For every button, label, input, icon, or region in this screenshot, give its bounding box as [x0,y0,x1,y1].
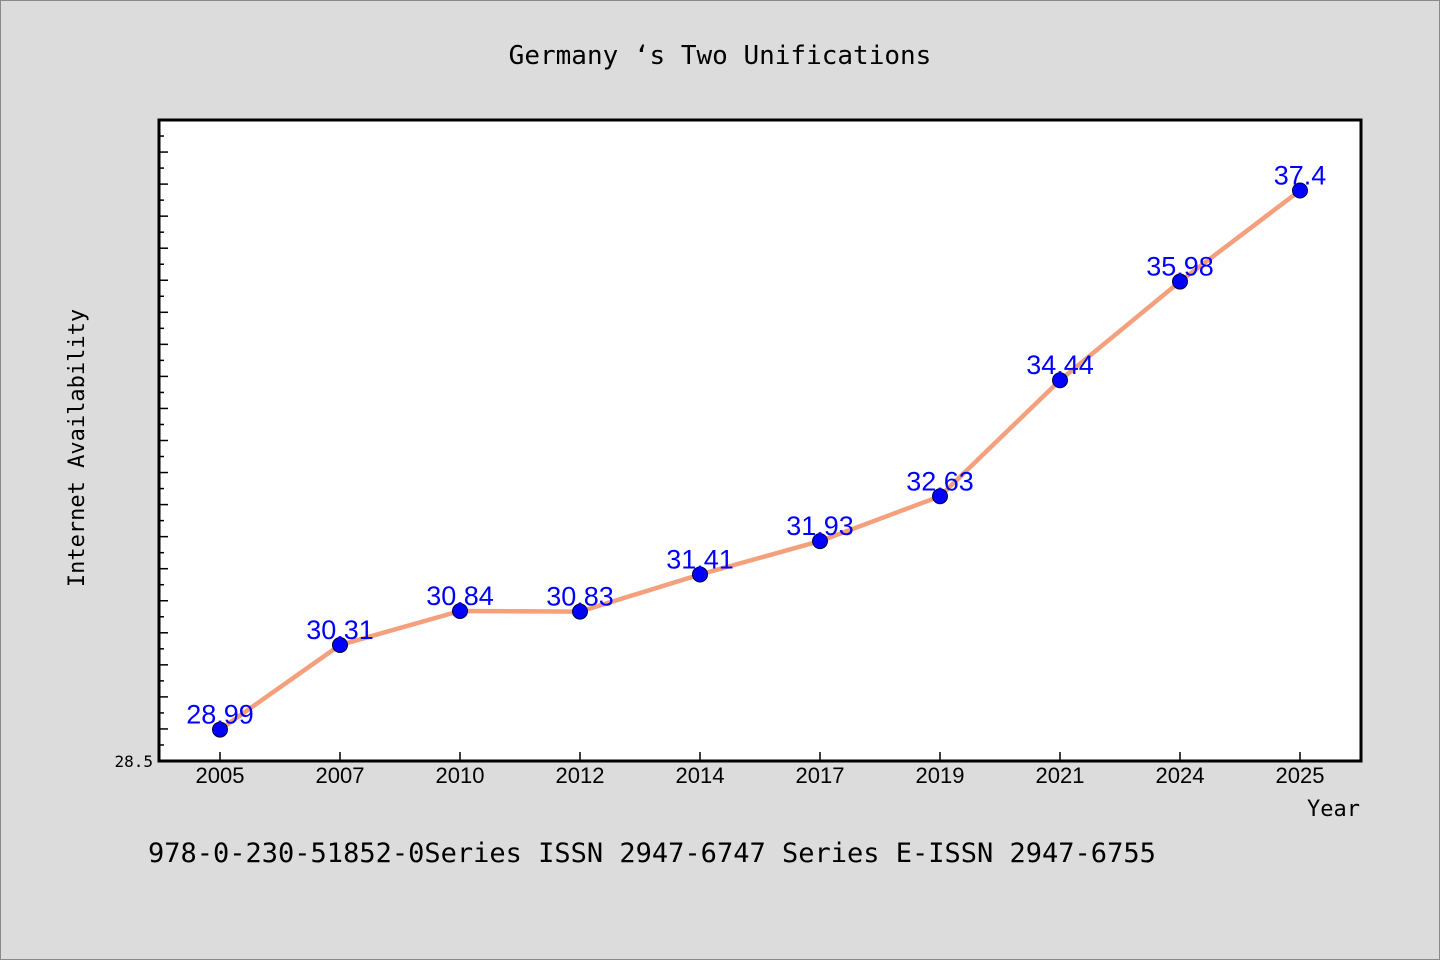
x-tick-label: 2021 [1036,763,1085,788]
x-tick-label: 2012 [556,763,605,788]
data-point [332,636,348,653]
series-line [218,188,1302,732]
x-tick-label: 2025 [1276,763,1325,788]
x-tick-label: 2019 [916,763,965,788]
y-axis-ticks: 28.5 [114,135,168,771]
data-point [1172,273,1188,290]
data-label: 30.31 [306,615,374,645]
data-point [452,603,468,620]
x-axis-label: Year [1307,797,1360,822]
data-point [1292,182,1308,199]
data-label: 30.83 [546,582,614,612]
y-tick-label: 28.5 [114,752,153,771]
data-point [572,603,588,620]
x-tick-label: 2005 [196,763,245,788]
chart-title: Germany ‘s Two Unifications [509,41,932,71]
data-label: 32.63 [906,466,974,496]
x-tick-label: 2024 [1156,763,1205,788]
data-label: 35.98 [1146,252,1214,282]
data-label: 31.41 [666,544,734,574]
data-point [692,566,708,583]
data-point [212,721,228,738]
data-label: 30.84 [426,581,494,611]
data-label: 31.93 [786,511,854,541]
data-markers [212,182,1308,738]
data-point [932,488,948,505]
x-axis-ticks: 2005 2007 2010 2012 2014 2017 2019 2021 2024 2025 [196,752,1325,788]
x-tick-label: 2010 [436,763,485,788]
x-tick-label: 2017 [796,763,845,788]
data-point [1052,372,1068,389]
data-labels: 28.99 30.31 30.84 30.83 31.41 31.93 32.63 34.44… [186,161,1326,730]
plot-area [157,118,1363,763]
data-label: 37.4 [1274,161,1327,191]
y-axis-label: Internet Availability [65,309,90,587]
data-label: 34.44 [1026,350,1094,380]
footer-identifiers: 978-0-230-51852-0Series ISSN 2947-6747 S… [148,838,1156,869]
data-label: 28.99 [186,700,254,730]
x-tick-label: 2007 [316,763,365,788]
data-point [812,533,828,550]
x-tick-label: 2014 [676,763,725,788]
